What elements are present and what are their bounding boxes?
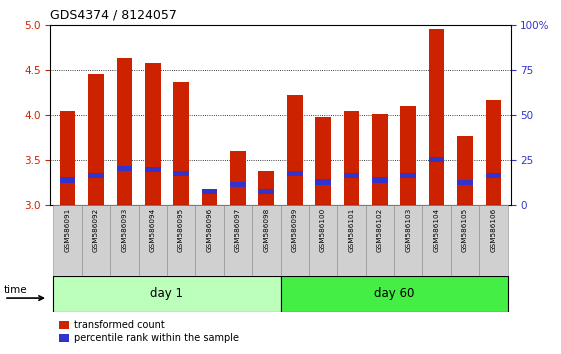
Bar	[230, 151, 246, 205]
Bar	[372, 177, 388, 183]
Text: GSM586106: GSM586106	[490, 207, 496, 252]
Bar	[167, 205, 195, 276]
Text: GSM586092: GSM586092	[93, 207, 99, 252]
Text: GSM586091: GSM586091	[65, 207, 71, 252]
Text: GSM586096: GSM586096	[206, 207, 213, 252]
Text: GSM586104: GSM586104	[434, 207, 440, 252]
Text: GSM586099: GSM586099	[292, 207, 298, 252]
Text: GSM586105: GSM586105	[462, 207, 468, 252]
Bar	[429, 156, 444, 162]
Bar	[88, 74, 104, 205]
Bar	[287, 171, 302, 176]
Bar	[139, 205, 167, 276]
Text: GDS4374 / 8124057: GDS4374 / 8124057	[50, 8, 177, 21]
Bar	[429, 29, 444, 205]
Text: GSM586101: GSM586101	[348, 207, 355, 252]
Bar	[287, 95, 302, 205]
Bar	[451, 205, 479, 276]
Text: GSM586094: GSM586094	[150, 207, 156, 252]
Bar	[252, 205, 280, 276]
Bar	[259, 189, 274, 194]
Text: time: time	[4, 285, 27, 295]
Text: GSM586103: GSM586103	[405, 207, 411, 252]
Bar	[110, 205, 139, 276]
Bar	[366, 205, 394, 276]
Bar	[401, 106, 416, 205]
Bar	[145, 63, 160, 205]
Bar	[401, 173, 416, 178]
Text: GSM586093: GSM586093	[121, 207, 127, 252]
Text: GSM586097: GSM586097	[235, 207, 241, 252]
Bar	[230, 182, 246, 187]
Bar	[315, 179, 331, 184]
Bar	[53, 205, 82, 276]
Text: GSM586098: GSM586098	[263, 207, 269, 252]
Bar	[422, 205, 451, 276]
Bar	[394, 205, 422, 276]
Bar	[53, 276, 280, 312]
Bar	[224, 205, 252, 276]
Bar	[145, 166, 160, 172]
Bar	[280, 276, 508, 312]
Text: GSM586095: GSM586095	[178, 207, 184, 252]
Bar	[59, 177, 75, 183]
Bar	[479, 205, 508, 276]
Bar	[259, 171, 274, 205]
Legend: transformed count, percentile rank within the sample: transformed count, percentile rank withi…	[56, 316, 243, 347]
Bar	[88, 173, 104, 178]
Text: day 1: day 1	[150, 287, 183, 300]
Text: GSM586100: GSM586100	[320, 207, 326, 252]
Bar	[337, 205, 366, 276]
Bar	[344, 173, 359, 178]
Bar	[173, 82, 189, 205]
Bar	[195, 205, 224, 276]
Bar	[457, 136, 473, 205]
Bar	[117, 58, 132, 205]
Bar	[173, 171, 189, 176]
Bar	[486, 100, 502, 205]
Bar	[344, 110, 359, 205]
Bar	[315, 117, 331, 205]
Bar	[202, 194, 217, 205]
Bar	[457, 180, 473, 185]
Bar	[309, 205, 337, 276]
Bar	[82, 205, 110, 276]
Text: GSM586102: GSM586102	[377, 207, 383, 252]
Text: day 60: day 60	[374, 287, 414, 300]
Bar	[202, 189, 217, 194]
Bar	[372, 114, 388, 205]
Bar	[59, 110, 75, 205]
Bar	[486, 173, 502, 178]
Bar	[117, 166, 132, 171]
Bar	[280, 205, 309, 276]
